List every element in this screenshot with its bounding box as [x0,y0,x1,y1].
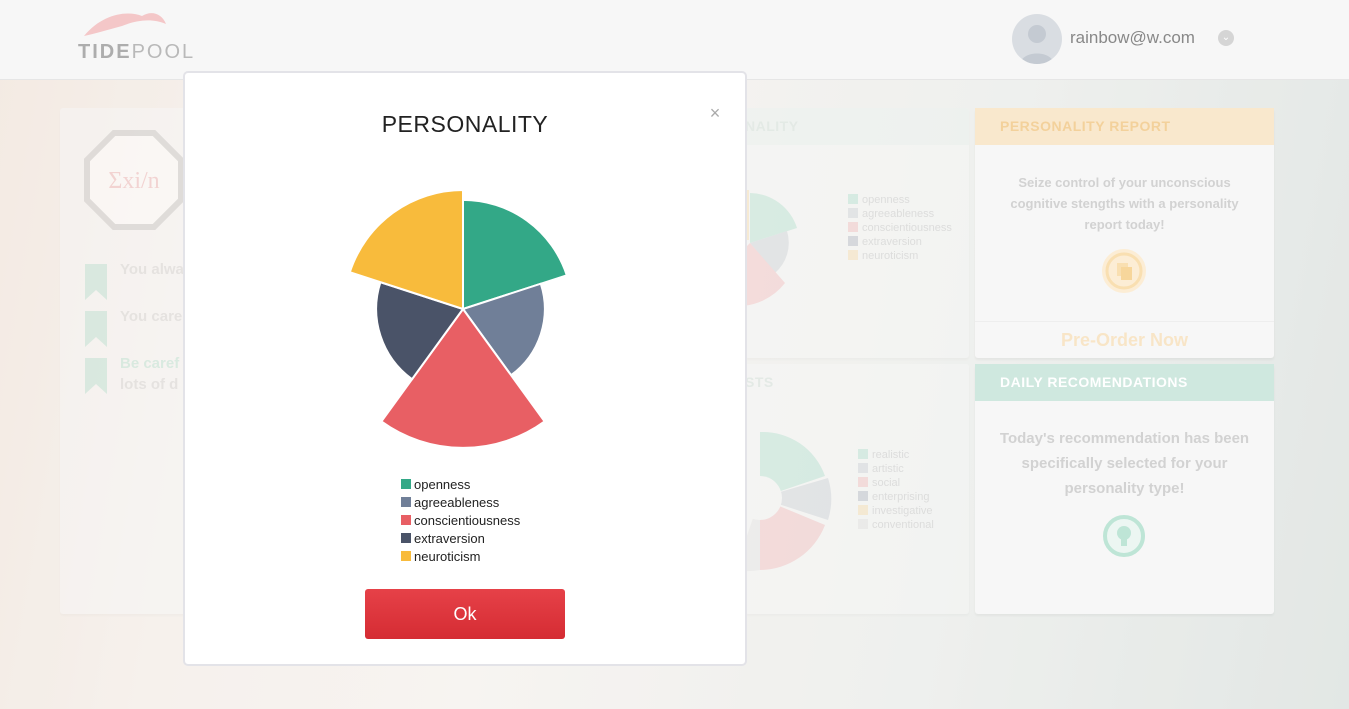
personality-pie-chart [348,188,569,449]
legend-item: investigative [858,504,934,518]
legend-item: realistic [858,448,934,462]
logo-text: TIDEPOOL [78,41,196,63]
avatar[interactable] [1012,14,1062,64]
legend-swatch [401,533,411,543]
legend-label: neuroticism [414,549,481,564]
legend-item-openness: openness [401,476,520,494]
recommendation-description: Today's recommendation has been specific… [999,430,1250,497]
card-title: NALITY [745,108,969,145]
report-description: Seize control of your unconscious cognit… [1010,175,1239,232]
legend-item: agreeableness [848,207,952,221]
stats-card: Σxi/n You alwa You care Be caref lots of… [60,108,190,614]
bookmark-icon [85,311,107,347]
tidepool-logo[interactable]: TIDEPOOL [78,8,193,64]
close-icon[interactable]: × [709,103,721,123]
pie-slice-neuroticism [348,188,464,311]
wave-icon [84,13,166,36]
legend-label: conscientiousness [414,513,521,528]
legend-item: neuroticism [848,249,952,263]
trait-line-1: You alwa [120,261,184,278]
card-title: DAILY RECOMENDATIONS [975,364,1274,401]
legend-label: extraversion [414,531,485,546]
legend-item: extraversion [848,235,952,249]
mini-legend: realistic artistic social enterprising i… [858,448,934,532]
pie-slice-conscientiousness [380,307,546,449]
legend-item: enterprising [858,490,934,504]
legend-label: agreeableness [414,495,500,510]
mini-pie-chart [745,190,797,306]
personality-mini-card: NALITY openness agreeableness conscienti… [745,108,969,358]
legend-swatch [401,515,411,525]
card-title: PERSONALITY REPORT [975,108,1274,145]
legend-item: conventional [858,518,934,532]
legend-item-extraversion: extraversion [401,530,520,548]
trait-line-3b: lots of d [120,376,179,393]
personality-modal: PERSONALITY × openness agreeableness consc… [183,71,747,666]
chevron-down-icon[interactable]: ⌄ [1218,30,1234,46]
legend-swatch [401,497,411,507]
legend-item-neuroticism: neuroticism [401,548,520,566]
trait-line-2: You care [120,308,183,325]
pie-slice-extraversion [375,280,465,381]
octagon-badge-icon: Σxi/n [84,130,184,230]
personality-report-card: PERSONALITY REPORT Seize control of your… [975,108,1274,358]
interests-mini-card: STS realistic artistic social enterprisi… [745,364,969,614]
legend-item: artistic [858,462,934,476]
chart-legend: openness agreeableness conscientiousness ex… [401,476,520,566]
legend-item-conscientiousness: conscientiousness [401,512,520,530]
ok-button[interactable]: Ok [365,589,565,639]
modal-title: PERSONALITY [381,111,549,137]
daily-recommendations-card: DAILY RECOMENDATIONS Today's recommendat… [975,364,1274,614]
copy-icon [1102,249,1146,293]
bookmark-icon [85,358,107,394]
bookmark-icon [85,264,107,300]
user-silhouette-icon [1020,25,1054,64]
card-title: STS [745,364,969,401]
top-header: TIDEPOOL rainbow@w.com ⌄ [0,0,1349,80]
user-email[interactable]: rainbow@w.com [1070,28,1195,47]
pie-slice-agreeableness [461,282,546,377]
mini-legend: openness agreeableness conscientiousness… [848,193,952,263]
legend-label: openness [414,477,471,492]
mini-donut-chart [745,431,832,572]
legend-item: social [858,476,934,490]
trait-line-3: Be caref [120,355,180,372]
pre-order-button[interactable]: Pre-Order Now [975,321,1274,358]
legend-item-agreeableness: agreeableness [401,494,520,512]
legend-swatch [401,479,411,489]
legend-swatch [401,551,411,561]
legend-item: openness [848,193,952,207]
lightbulb-icon [1102,514,1146,558]
badge-formula: Σxi/n [108,168,159,194]
pie-slice-openness [462,198,569,311]
legend-item: conscientiousness [848,221,952,235]
